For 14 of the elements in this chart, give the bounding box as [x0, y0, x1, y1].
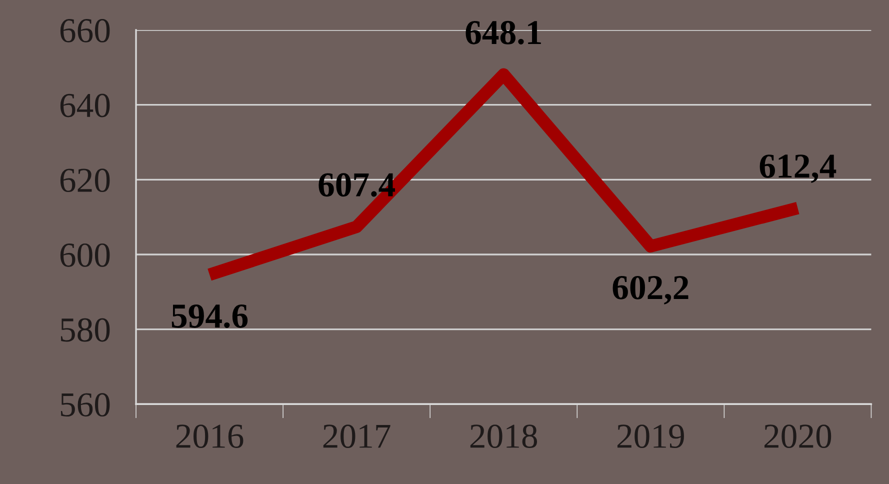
- data-label: 612,4: [760, 154, 836, 183]
- x-tick-label: 2016: [176, 424, 244, 448]
- y-tick-label: 660: [60, 18, 110, 42]
- x-tick-label: 2019: [617, 424, 684, 448]
- y-tick-label: 560: [60, 393, 110, 417]
- data-label: 594.6: [172, 304, 248, 328]
- x-tick-label: 2017: [323, 424, 390, 448]
- y-tick-label: 600: [60, 243, 110, 267]
- y-tick-label: 640: [60, 94, 110, 118]
- x-tick-label: 2020: [764, 424, 832, 448]
- x-tick-label: 2018: [470, 424, 538, 448]
- data-label: 602,2: [612, 276, 688, 304]
- y-tick-label: 620: [60, 168, 110, 192]
- y-tick-label: 580: [60, 318, 110, 342]
